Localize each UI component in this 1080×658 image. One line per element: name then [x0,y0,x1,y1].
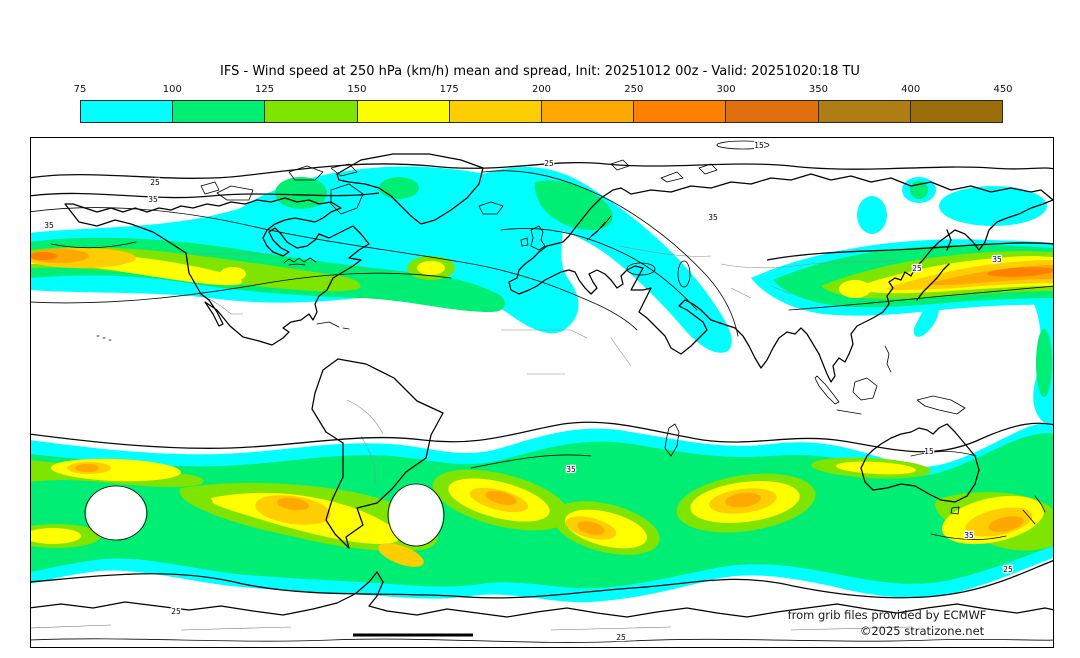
colorbar-segment [173,101,266,122]
colorbar-segment [449,101,543,122]
colorbar-tick: 150 [347,84,367,95]
contour-value-label: 25 [1003,565,1013,574]
colorbar-segment [542,101,635,122]
colorbar-tick: 175 [439,84,459,95]
contour-value-label: 15 [924,447,934,456]
attribution-copyright: ©2025 stratizone.net [859,624,985,638]
contour-value-label: 35 [964,531,974,540]
wind-fill-layer [31,166,1053,603]
contour-value-label: 25 [150,178,160,187]
coastline-layer [50,153,1053,549]
contour-value-label: 25 [171,607,181,616]
border-layer [31,245,912,631]
colorbar-tick: 200 [531,84,552,95]
colorbar-tick: 350 [808,84,828,95]
attribution-source: from grib files provided by ECMWF [787,608,987,622]
colorbar-segment [726,101,819,122]
chart-title: IFS - Wind speed at 250 hPa (km/h) mean … [220,64,860,79]
colorbar [80,100,1003,123]
colorbar-segment [265,101,358,122]
colorbar-tick: 400 [901,84,921,95]
contour-layer [31,140,1053,643]
antarctica-layer [31,571,1053,637]
contour-value-label: 35 [148,195,158,204]
colorbar-tick: 75 [73,84,87,95]
colorbar-segment [81,101,174,122]
contour-value-label: 35 [992,255,1002,264]
colorbar-segment [818,101,911,122]
contour-value-label: 15 [754,141,764,150]
colorbar-tick: 300 [716,84,736,95]
colorbar-tick: 250 [624,84,644,95]
colorbar-tick: 450 [993,84,1013,95]
colorbar-segment [357,101,450,122]
map-frame: 25 35 35 15 25 35 25 35 35 15 35 25 25 25 [30,137,1054,648]
world-map: 25 35 35 15 25 35 25 35 35 15 35 25 25 25 [31,140,1053,643]
contour-value-label: 35 [566,465,576,474]
contour-label-layer: 25 35 35 15 25 35 25 35 35 15 35 25 25 25 [43,140,1014,643]
colorbar-segment [910,101,1003,122]
colorbar-tick: 100 [162,84,182,95]
colorbar-segment [634,101,727,122]
contour-value-label: 25 [616,633,626,642]
contour-value-label: 25 [544,159,554,168]
contour-value-label: 25 [912,264,922,273]
colorbar-ticks: 75 100 125 150 175 200 250 300 350 400 450 [74,84,1013,97]
contour-value-label: 35 [44,221,54,230]
colorbar-tick: 125 [255,84,275,95]
contour-value-label: 35 [708,213,718,222]
